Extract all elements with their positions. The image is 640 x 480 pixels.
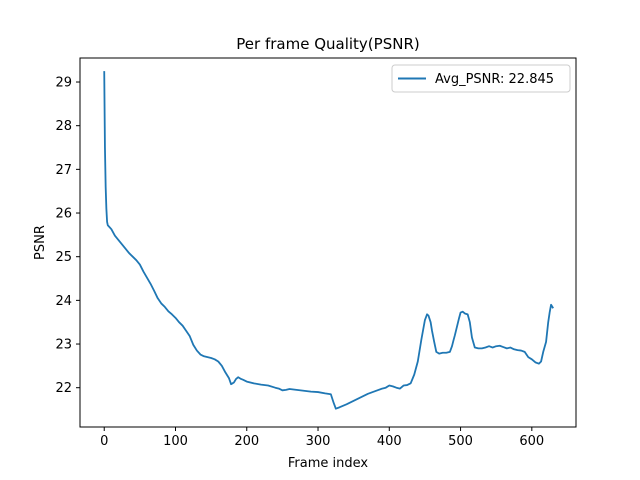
axis-ticks: 0 100 200 300 400 500 600 22 23 24 25 26 27 28 29 [55, 76, 544, 449]
plot-frame [79, 57, 577, 428]
legend-label: Avg_PSNR: 22.845 [435, 72, 554, 87]
legend: Avg_PSNR: 22.845 [391, 64, 571, 93]
y-tick-label: 29 [55, 76, 72, 91]
legend-box [391, 64, 571, 93]
y-tick-label: 28 [55, 119, 72, 134]
x-tick-label: 100 [163, 434, 188, 449]
series-line-0 [103, 71, 554, 410]
y-tick-label: 23 [55, 338, 72, 353]
plot-area [103, 71, 554, 410]
x-tick-label: 300 [306, 434, 331, 449]
y-axis-title: PSNR [33, 225, 48, 260]
y-tick-label: 22 [55, 381, 72, 396]
x-tick-label: 400 [377, 434, 402, 449]
x-axis-title: Frame index [288, 456, 369, 471]
y-tick-label: 25 [55, 250, 72, 265]
x-tick-label: 600 [519, 434, 544, 449]
chart-title: Per frame Quality(PSNR) [236, 35, 419, 53]
x-tick-label: 0 [100, 434, 108, 449]
x-tick-label: 500 [448, 434, 473, 449]
y-tick-label: 27 [55, 163, 72, 178]
y-tick-label: 24 [55, 294, 72, 309]
x-tick-label: 200 [234, 434, 259, 449]
y-tick-label: 26 [55, 207, 72, 222]
